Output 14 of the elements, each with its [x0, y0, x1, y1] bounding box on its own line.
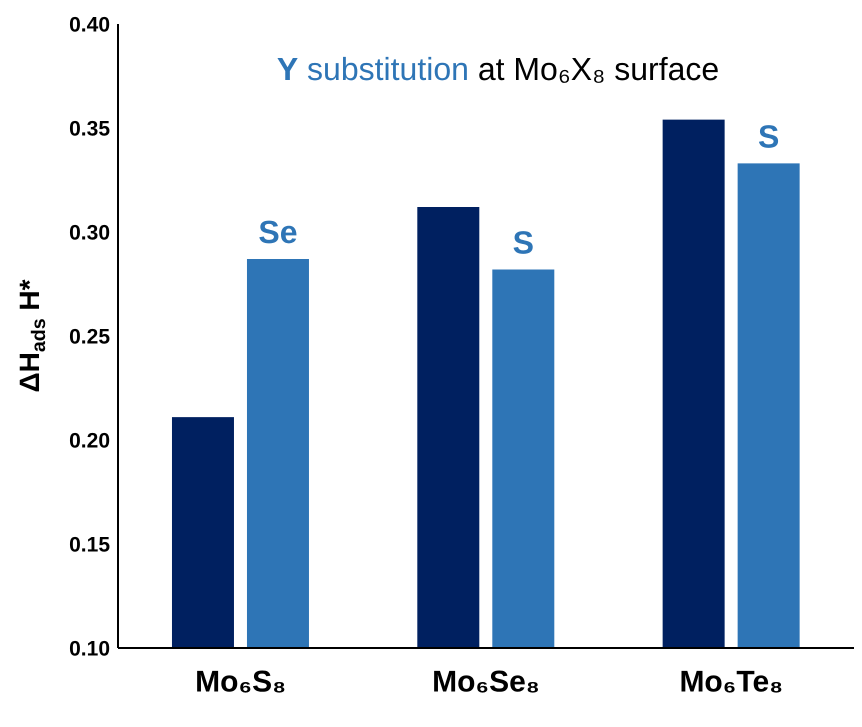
x-tick-label: Mo₆Te₈: [679, 665, 784, 698]
y-tick-label: 0.25: [69, 325, 110, 348]
x-tick-label: Mo₆Se₈: [432, 665, 540, 698]
y-tick-label: 0.20: [69, 429, 110, 452]
x-tick-label: Mo₆S₈: [195, 665, 286, 698]
y-tick-label: 0.30: [69, 221, 110, 244]
data-label: S: [758, 118, 780, 154]
text: Y substitution at Mo₆X₈ surface: [276, 51, 720, 87]
y-tick-label: 0.10: [69, 637, 110, 660]
y-tick-label: 0.40: [69, 13, 110, 36]
data-label: S: [512, 224, 534, 260]
y-tick-label: 0.35: [69, 117, 110, 140]
y-tick-label: 0.15: [69, 533, 110, 556]
data-label: Se: [258, 214, 298, 250]
